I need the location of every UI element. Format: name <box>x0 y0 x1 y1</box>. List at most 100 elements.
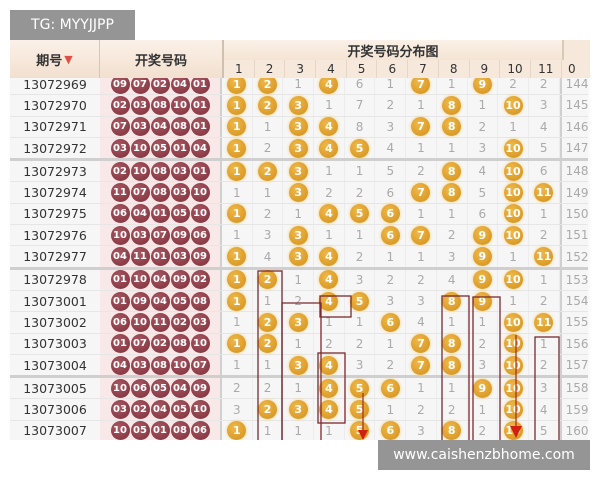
draw-numbers: 04 03 08 10 07 <box>100 354 222 376</box>
draw-numbers: 07 03 04 08 01 <box>100 116 222 137</box>
miss-count: 1 <box>325 98 333 113</box>
distribution-cell: 1 <box>222 333 253 354</box>
table-row: 13072977 04 11 01 03 09 1 4 3 4 2 1 1 3 9 1 11 152 <box>10 246 588 270</box>
distribution-cell: 5 <box>375 161 407 182</box>
hit-ball: 9 <box>472 225 492 245</box>
draw-ball: 03 <box>110 400 130 420</box>
draw-ball: 03 <box>130 95 150 115</box>
distribution-cell: 5 <box>345 290 376 312</box>
draw-ball: 03 <box>170 161 190 181</box>
distribution-cell: 4 <box>314 290 345 312</box>
hit-ball: 5 <box>350 421 370 440</box>
distribution-cell: 8 <box>437 95 468 116</box>
distribution-cell: 1 <box>283 78 315 95</box>
miss-count: 2 <box>509 78 517 92</box>
distribution-cell: 3 <box>468 137 499 159</box>
distribution-cell: 2 <box>529 78 560 95</box>
miss-count: 3 <box>478 358 487 372</box>
draw-ball: 08 <box>170 334 190 354</box>
miss-count: 1 <box>539 336 548 351</box>
distribution-cell: 4 <box>437 269 468 290</box>
draw-ball: 07 <box>130 78 150 94</box>
miss-count: 1 <box>386 78 395 92</box>
hit-ball: 4 <box>319 378 339 398</box>
period-number: 13072973 <box>23 163 87 179</box>
distribution-cell: 2 <box>375 95 407 116</box>
distribution-cell: 3 <box>529 378 560 399</box>
distribution-cell: 2 <box>253 312 284 333</box>
hit-ball: 7 <box>411 225 431 245</box>
miss-count: 2 <box>355 185 364 200</box>
draw-ball: 06 <box>130 378 150 398</box>
table-row: 13072971 07 03 04 08 01 1 1 3 4 8 3 7 8 2 1 4 146 <box>10 116 588 138</box>
distribution-cell: 10 <box>498 269 529 290</box>
distribution-cell: 2 <box>529 354 560 376</box>
distribution-cell: 1 <box>283 333 315 354</box>
hit-ball: 10 <box>503 204 523 224</box>
hit-ball: 3 <box>288 95 308 115</box>
miss-count: 2 <box>478 423 487 438</box>
distribution-cell: 1 <box>314 312 345 333</box>
miss-count: 3 <box>539 381 548 396</box>
draw-ball: 05 <box>150 138 170 158</box>
draw-ball: 04 <box>190 138 210 158</box>
miss-count: 2 <box>263 206 272 221</box>
distribution-cell: 2 <box>437 225 468 246</box>
draw-ball: 01 <box>110 334 130 354</box>
miss-count: 1 <box>294 336 303 351</box>
miss-count: 6 <box>478 206 487 221</box>
hit-ball: 3 <box>288 161 308 181</box>
draw-ball: 08 <box>170 421 190 440</box>
draw-ball: 03 <box>130 225 150 245</box>
period-number: 13073004 <box>23 357 87 373</box>
hit-ball: 9 <box>472 247 492 267</box>
distribution-cell: 10 <box>498 399 529 420</box>
distribution-cell: 10 <box>498 225 529 246</box>
miss-count: 2 <box>478 336 487 351</box>
miss-count: 1 <box>263 423 272 438</box>
draw-ball: 07 <box>130 334 150 354</box>
distribution-cell: 2 <box>406 269 437 290</box>
draw-numbers: 10 03 07 09 06 <box>100 225 222 246</box>
draw-ball: 04 <box>150 117 170 137</box>
distribution-cell: 6 <box>375 378 407 399</box>
miss-count: 3 <box>386 294 395 309</box>
draw-ball: 04 <box>170 378 190 398</box>
draw-ball: 10 <box>190 400 210 420</box>
draw-numbers: 10 05 01 08 06 <box>100 420 222 440</box>
hit-ball: 3 <box>288 400 308 420</box>
hit-ball: 4 <box>319 247 339 267</box>
column-number-6: 6 <box>377 60 409 78</box>
hit-ball: 2 <box>258 161 278 181</box>
distribution-cell: 3 <box>283 399 315 420</box>
distribution-cell: 3 <box>283 312 315 333</box>
table-row: 13072970 02 03 08 10 01 1 2 3 1 7 2 1 8 1 10 3 145 <box>10 95 588 117</box>
watermark-bottom: www.caishenzbhome.com <box>378 440 590 470</box>
distribution-cell: 5 <box>529 420 560 440</box>
distribution-cell: 9 <box>468 269 499 290</box>
draw-ball: 02 <box>130 400 150 420</box>
distribution-cell: 3 <box>375 116 407 137</box>
last-column-value: 150 <box>559 203 588 225</box>
hit-ball: 5 <box>350 400 370 420</box>
miss-count: 1 <box>263 358 272 372</box>
miss-count: 2 <box>478 119 487 134</box>
hit-ball: 7 <box>411 183 431 203</box>
distribution-cell: 4 <box>375 137 407 159</box>
miss-count: 2 <box>417 164 425 179</box>
hit-ball: 6 <box>380 204 400 224</box>
draw-ball: 01 <box>150 204 170 224</box>
hit-ball: 1 <box>227 334 247 354</box>
distribution-cell: 2 <box>253 269 284 290</box>
last-column-value: 153 <box>559 269 588 290</box>
hit-ball: 10 <box>503 95 523 115</box>
miss-count: 1 <box>263 185 272 200</box>
distribution-cell: 1 <box>498 290 529 312</box>
distribution-cell: 4 <box>314 78 345 95</box>
period-number: 13073005 <box>23 380 87 396</box>
draw-ball: 05 <box>170 204 190 224</box>
distribution-column-numbers: 1 2 3 4 5 6 7 8 9 10 11 <box>224 60 562 78</box>
distribution-cell: 1 <box>253 290 284 312</box>
distribution-cell: 2 <box>498 78 529 95</box>
period-column-header[interactable]: 期号 ▼ <box>10 40 100 78</box>
